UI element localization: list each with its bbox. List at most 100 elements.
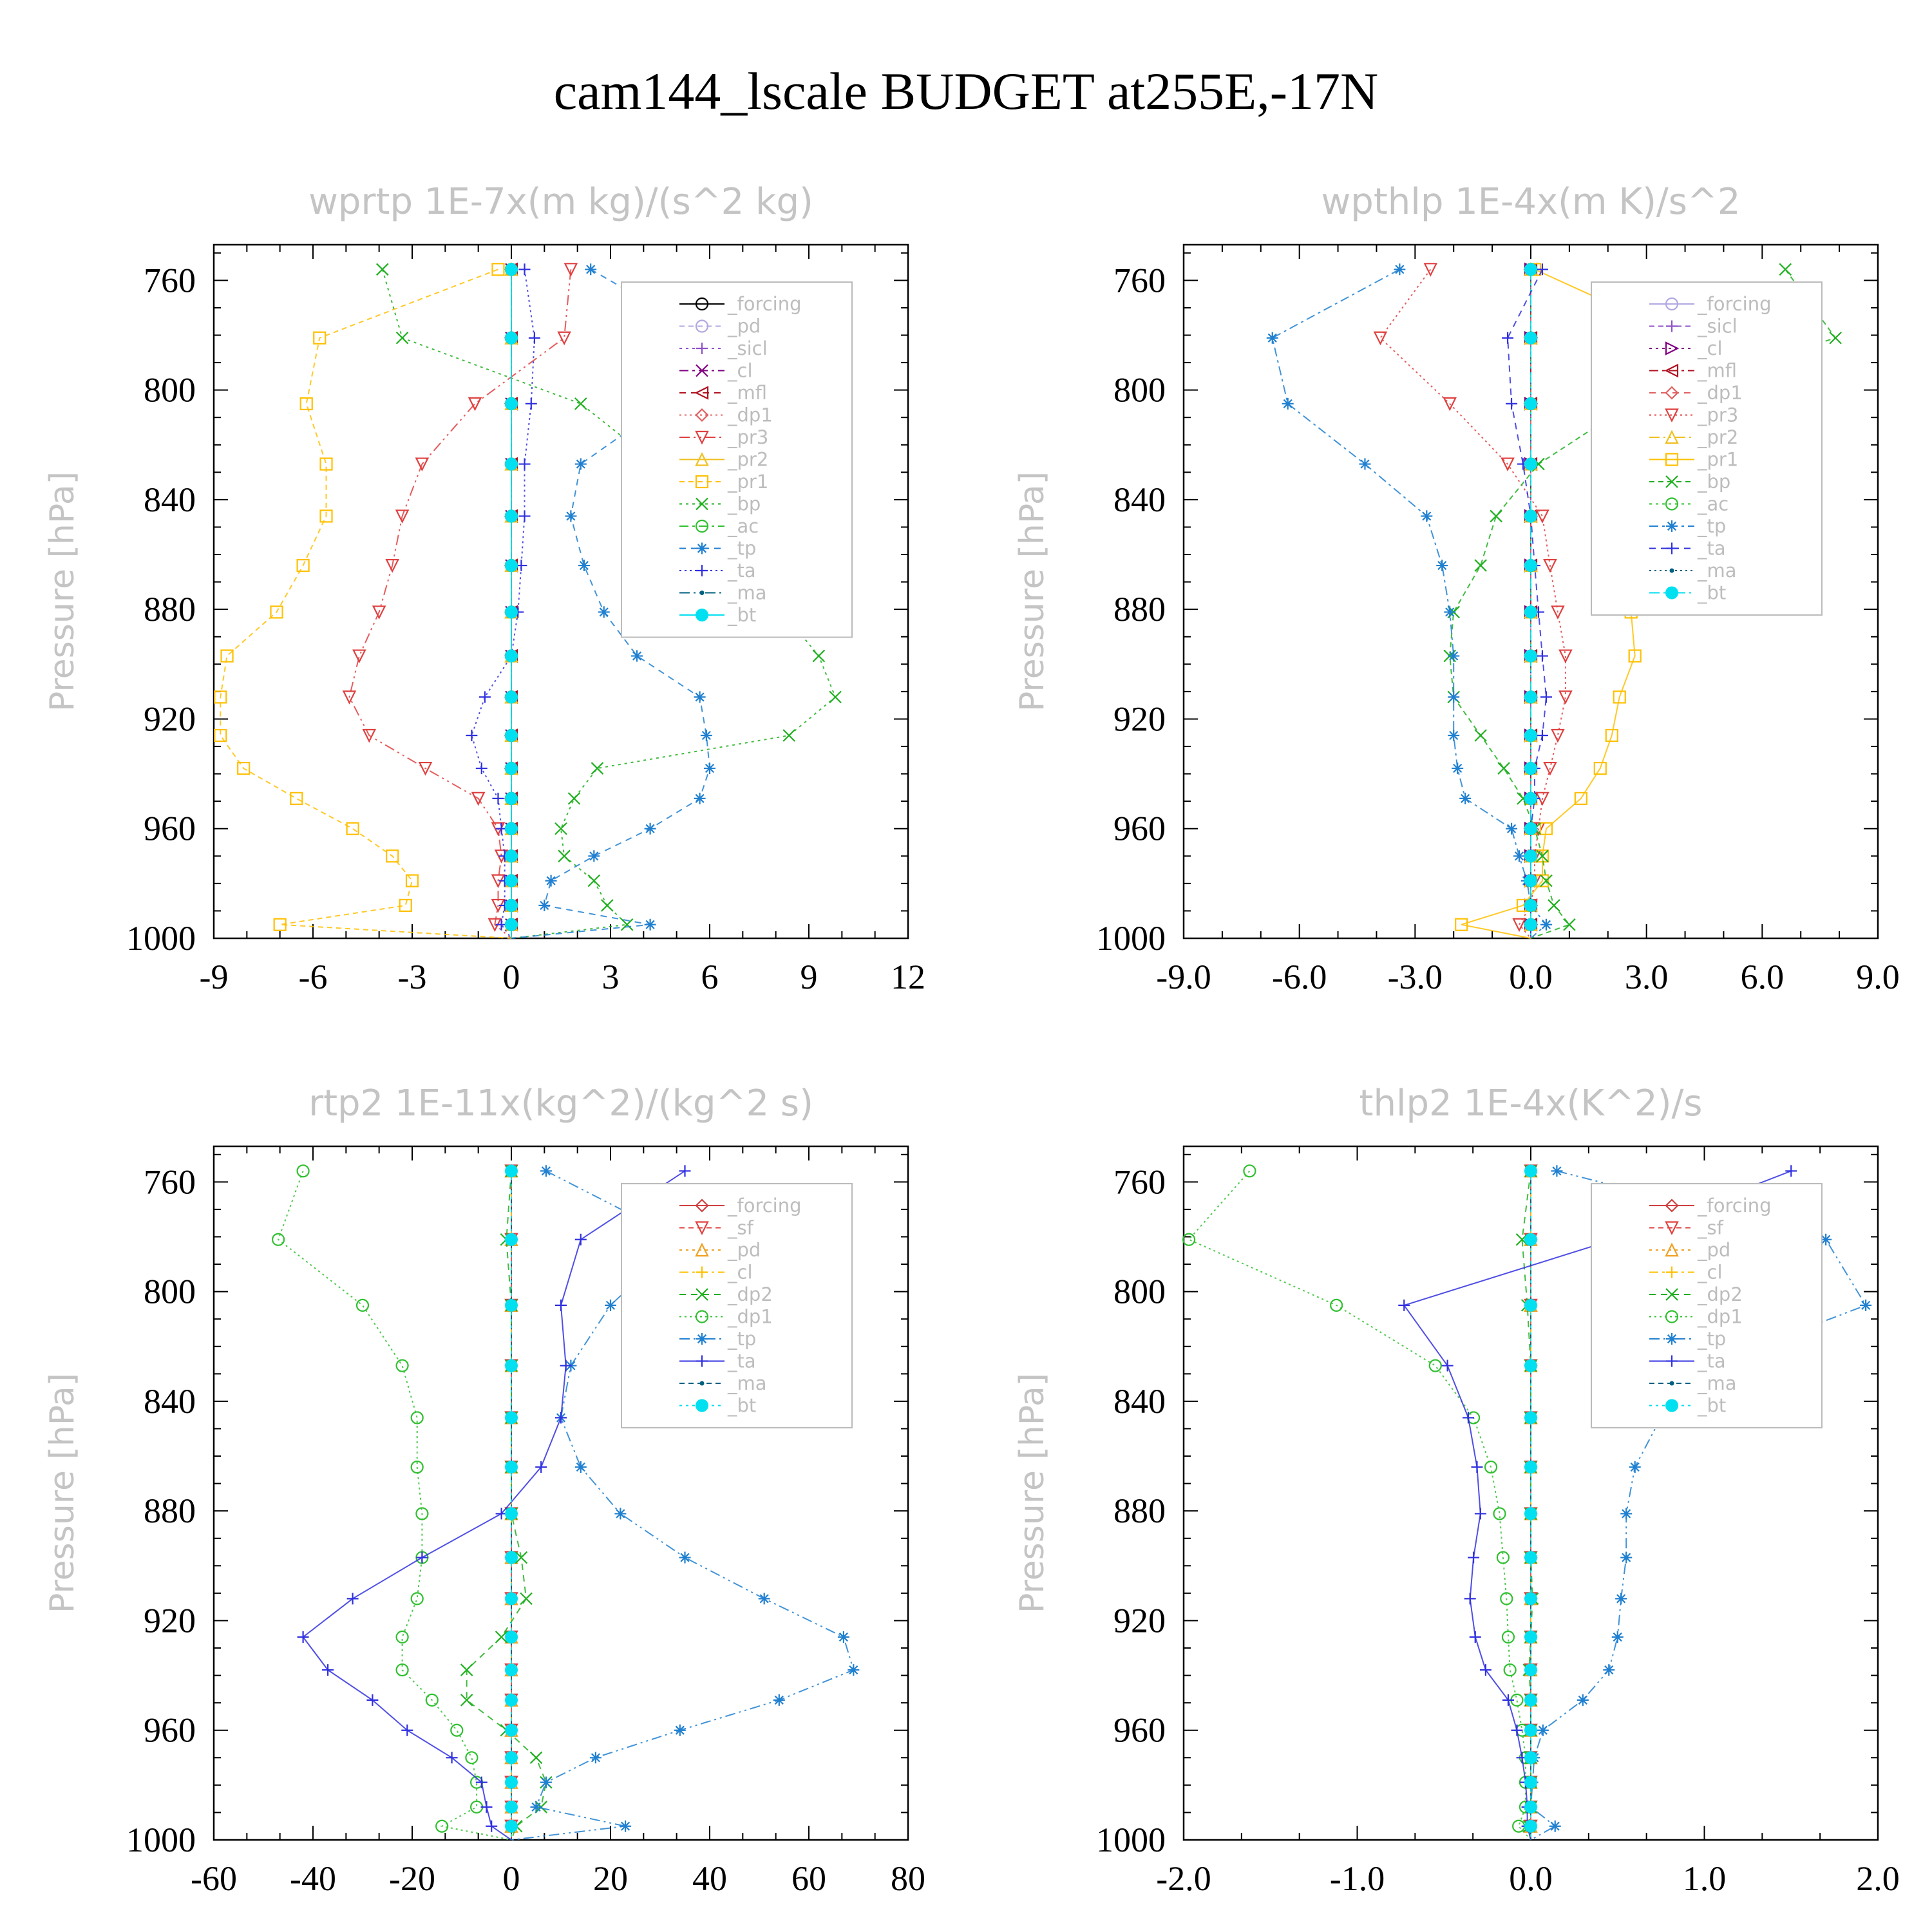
data-point: [1629, 1461, 1641, 1473]
data-point: [1540, 691, 1552, 703]
data-point: [1459, 792, 1472, 804]
data-point: [1785, 1165, 1797, 1177]
data-point: [1860, 1299, 1872, 1311]
data-point: [694, 792, 706, 804]
legend-item: _ac: [1649, 493, 1728, 515]
y-tick-label: 880: [144, 1492, 196, 1530]
legend-marker: [696, 364, 708, 377]
data-point: [486, 1820, 498, 1832]
legend-item: _pr1: [679, 471, 768, 493]
y-tick-label: 760: [144, 261, 196, 299]
page-title: cam144_lscale BUDGET at255E,-17N: [553, 62, 1379, 120]
legend-marker: [1665, 430, 1679, 444]
data-point: [1500, 1592, 1513, 1605]
data-point: [395, 331, 409, 345]
legend-item: _tp: [679, 538, 756, 560]
data-point: [1502, 332, 1514, 344]
series-tp: [511, 263, 715, 939]
data-point: [614, 1508, 627, 1520]
legend-marker: [695, 475, 709, 489]
data-point: [410, 1411, 424, 1425]
series-ta: [466, 263, 540, 939]
data-point: [395, 509, 410, 524]
data-point: [518, 510, 531, 522]
data-point: [505, 1411, 518, 1425]
data-point: [1524, 1723, 1537, 1737]
y-axis-label: Pressure [hPa]: [43, 1373, 82, 1613]
legend-marker: [696, 1266, 708, 1278]
legend-label: _dp2: [1697, 1283, 1743, 1305]
data-point: [505, 1723, 518, 1737]
legend-marker: [1666, 1355, 1678, 1367]
x-tick-label: 3.0: [1625, 958, 1669, 996]
x-tick-label: -9.0: [1156, 958, 1211, 996]
series-line: [1449, 269, 1837, 939]
series-line: [277, 1170, 512, 1841]
data-point: [564, 263, 578, 277]
x-tick-label: -1.0: [1330, 1859, 1385, 1898]
series-line: [471, 269, 535, 939]
data-point: [505, 690, 518, 704]
legend-item: _forcing: [679, 293, 802, 315]
data-point: [601, 899, 614, 912]
legend-marker: [1665, 475, 1678, 488]
data-point: [1603, 1664, 1615, 1676]
legend-marker: [695, 1242, 709, 1257]
data-point: [1503, 1663, 1517, 1677]
legend-item: _forcing: [1649, 293, 1772, 315]
legend-marker: [1666, 542, 1678, 554]
data-point: [1611, 1631, 1624, 1643]
data-point: [290, 791, 303, 805]
legend-label: _forcing: [727, 1195, 802, 1217]
x-tick-label: 60: [791, 1859, 826, 1898]
legend-label: _sicl: [1697, 316, 1738, 337]
legend-item: _dp1: [679, 404, 773, 426]
data-point: [505, 605, 518, 619]
data-point: [1820, 1233, 1832, 1245]
legend-marker: [1665, 1242, 1679, 1257]
data-point: [362, 728, 377, 743]
legend-item: _dp2: [1649, 1283, 1743, 1305]
legend-item: _cl: [679, 360, 753, 382]
data-point: [505, 1233, 518, 1246]
y-tick-label: 880: [1113, 590, 1166, 629]
data-point: [385, 558, 399, 573]
data-point: [1524, 1551, 1537, 1564]
data-point: [557, 331, 571, 346]
legend-marker: [1665, 497, 1679, 511]
x-tick-label: -2.0: [1156, 1859, 1211, 1898]
legend-marker: [696, 1288, 708, 1301]
legend-item: _dp1: [679, 1306, 773, 1328]
series-line: [1507, 269, 1548, 938]
data-point: [1502, 1694, 1514, 1706]
data-point: [299, 397, 313, 411]
legend-label: _cl: [1697, 337, 1723, 359]
data-point: [505, 1751, 518, 1765]
legend-item: _ta: [679, 1350, 756, 1372]
plot-frame: [213, 243, 909, 940]
legend-label: _cl: [1697, 1262, 1723, 1283]
data-point: [214, 690, 227, 704]
legend-item: _ta: [679, 560, 756, 582]
data-point: [1524, 1663, 1537, 1677]
legend-label: _pd: [727, 1239, 761, 1261]
legend-item: _cl: [1649, 1262, 1723, 1283]
legend-marker: [696, 497, 708, 511]
data-point: [505, 331, 518, 345]
y-tick-label: 920: [144, 1601, 196, 1640]
data-point: [495, 1631, 508, 1643]
data-point: [480, 1801, 493, 1813]
data-point: [1524, 649, 1537, 663]
x-tick-label: 3: [602, 958, 620, 996]
legend-box: [1591, 1183, 1823, 1428]
legend-label: _sicl: [727, 337, 768, 359]
x-tick-label: 2.0: [1856, 1859, 1900, 1898]
data-point: [505, 918, 518, 931]
data-point: [1441, 1359, 1454, 1372]
legend-item: _sf: [1649, 1217, 1724, 1239]
data-point: [1829, 331, 1842, 345]
data-point: [1524, 762, 1537, 775]
legend-marker: [695, 430, 709, 445]
data-point: [410, 1460, 424, 1474]
legend-item: _pr2: [679, 449, 768, 471]
